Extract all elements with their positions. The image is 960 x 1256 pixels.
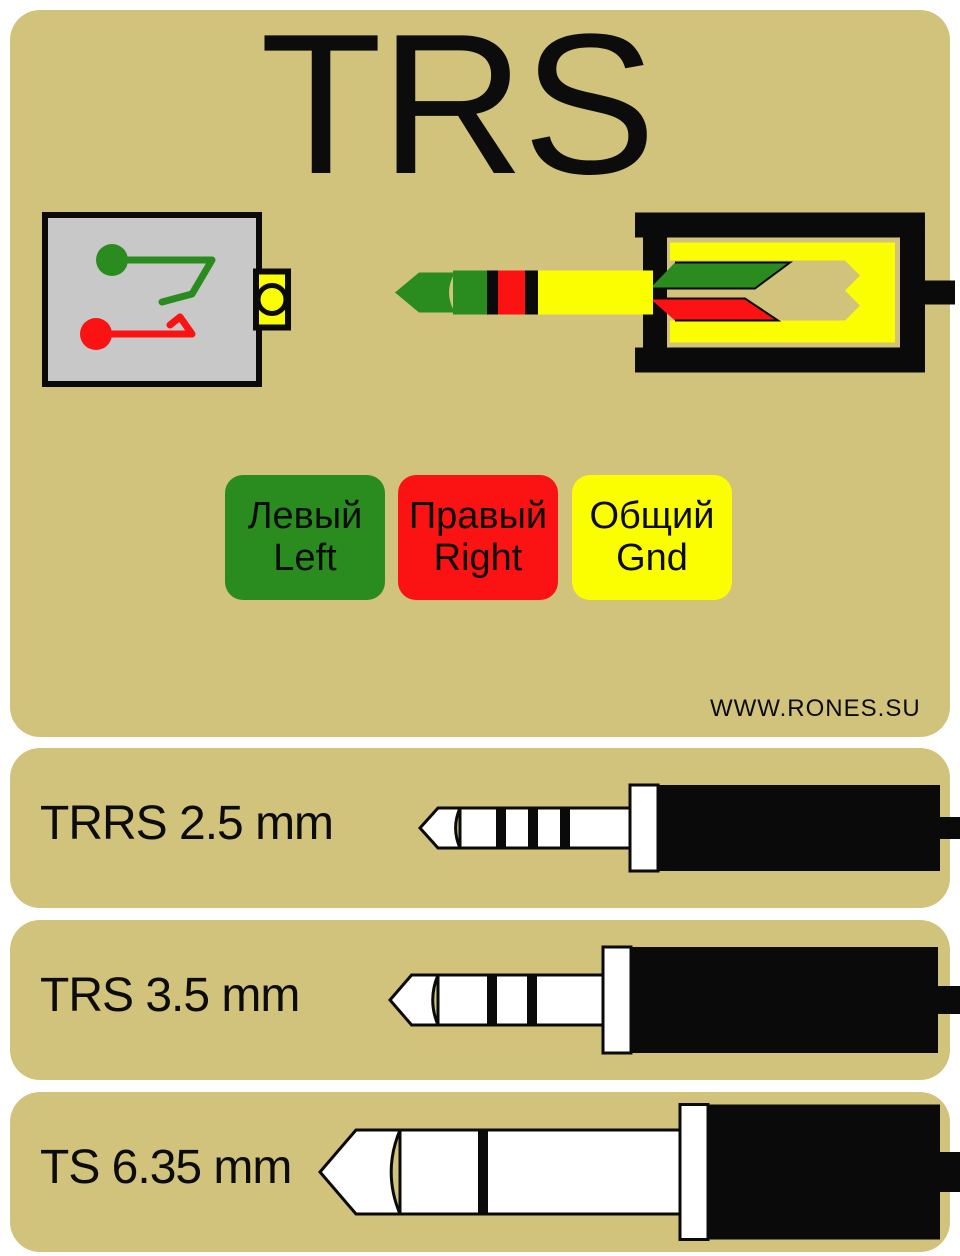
connector-icon-2	[0, 1092, 960, 1252]
legend-label-bottom: Gnd	[616, 538, 688, 580]
legend-label-top: Правый	[409, 496, 547, 538]
legend-label-top: Левый	[248, 496, 363, 538]
legend-box-2: ОбщийGnd	[572, 475, 732, 600]
legend-box-1: ПравыйRight	[398, 475, 558, 600]
legend-label-top: Общий	[589, 496, 714, 538]
legend-label-bottom: Left	[273, 538, 336, 580]
socket-diagram	[42, 212, 302, 397]
watermark: WWW.RONES.SU	[710, 695, 921, 723]
title-text: TRS	[260, 0, 654, 220]
legend-box-0: ЛевыйLeft	[225, 475, 385, 600]
connector-icon-1	[0, 920, 960, 1080]
trs-jack-diagram	[395, 210, 955, 415]
legend-label-bottom: Right	[434, 538, 523, 580]
page: TRS ЛевыйLeftПравыйRightОбщийGnd WWW.RON…	[0, 0, 960, 1256]
connector-icon-0	[0, 748, 960, 908]
